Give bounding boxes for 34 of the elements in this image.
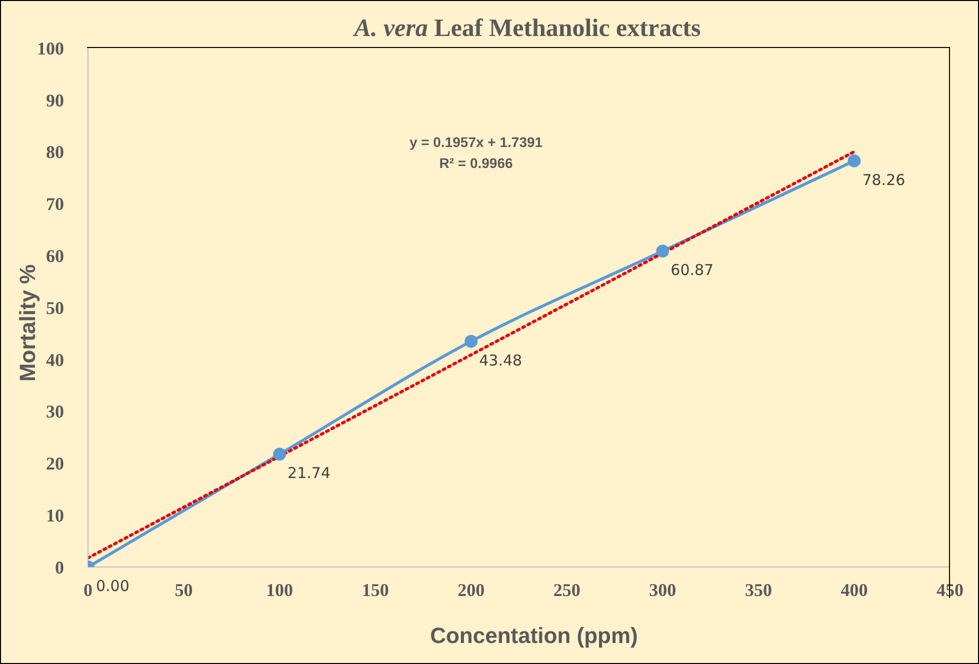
x-tick-label: 300 — [649, 580, 676, 600]
annotation: R² = 0.9966 — [438, 155, 514, 171]
point — [273, 448, 286, 461]
y-tick-label: 0 — [55, 557, 64, 578]
y-tick-label: 50 — [46, 298, 64, 318]
x-tick-label: 0 — [84, 580, 92, 600]
x-tick-label: 150 — [362, 580, 389, 600]
data-label: 60.87 — [670, 261, 714, 280]
x-axis-title: Concentation (ppm) — [429, 623, 639, 649]
data-label: 21.74 — [288, 464, 331, 482]
y-tick-label: 10 — [46, 505, 64, 526]
x-tick-label: 200 — [458, 580, 485, 600]
annotation: y = 0.1957x + 1.7391 — [408, 134, 544, 150]
x-tick-label: 100 — [266, 580, 294, 600]
y-axis-title: Mortality % — [15, 264, 41, 382]
point — [656, 244, 670, 258]
y-tick-label: 20 — [46, 454, 64, 474]
chart-title: A. vera Leaf Methanolic extracts — [352, 15, 702, 43]
x-tick-label: 250 — [553, 580, 580, 600]
point — [848, 154, 861, 168]
data-label: 0.00 — [96, 577, 130, 595]
y-tick-label: 30 — [46, 402, 64, 422]
point — [464, 334, 478, 348]
y-tick-label: 60 — [46, 246, 64, 266]
y-tick-label: 90 — [46, 90, 64, 110]
data-label: 43.48 — [479, 351, 522, 370]
x-tick-label: 50 — [174, 580, 193, 600]
y-tick-label: 70 — [46, 194, 64, 214]
y-tick-label: 80 — [46, 142, 64, 162]
data-label: 78.26 — [862, 170, 906, 189]
y-tick-label: 100 — [37, 38, 64, 58]
y-tick-label: 40 — [46, 350, 64, 370]
x-tick-label: 400 — [840, 580, 868, 600]
x-tick-label: 350 — [744, 580, 772, 600]
